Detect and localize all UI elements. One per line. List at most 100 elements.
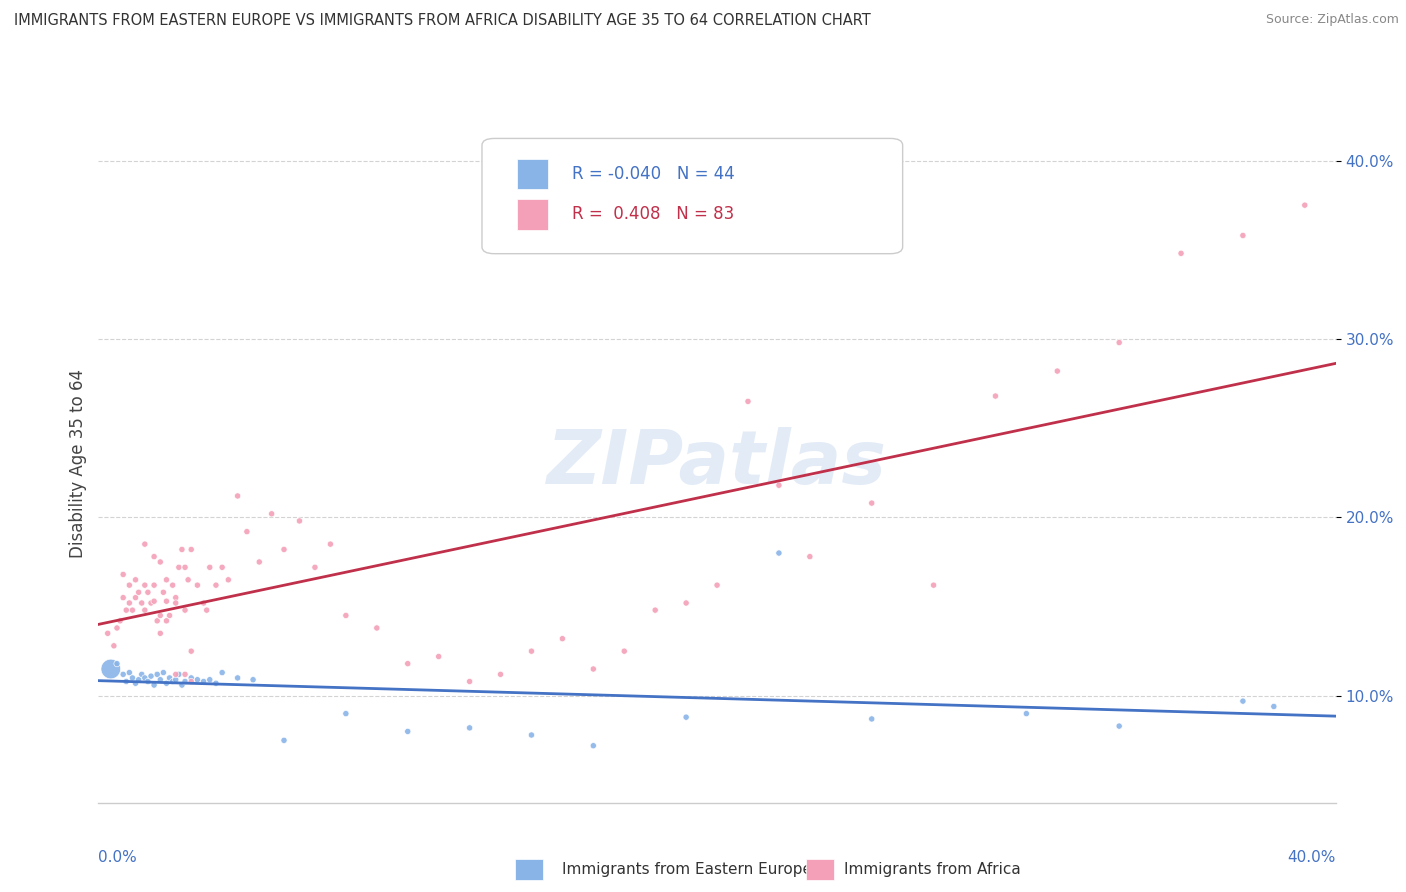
Point xyxy=(205,676,228,690)
Point xyxy=(799,549,821,564)
Point xyxy=(582,662,605,676)
Point xyxy=(143,678,166,692)
Point xyxy=(205,578,228,592)
Point xyxy=(860,712,883,726)
Point xyxy=(860,496,883,510)
Point xyxy=(551,632,574,646)
Point xyxy=(427,649,450,664)
Text: R =  0.408   N = 83: R = 0.408 N = 83 xyxy=(572,205,734,223)
FancyBboxPatch shape xyxy=(516,159,547,189)
Point xyxy=(1015,706,1038,721)
Point xyxy=(675,596,697,610)
Point xyxy=(165,591,187,605)
Point xyxy=(131,596,153,610)
Point xyxy=(128,673,150,687)
Point xyxy=(180,674,202,689)
Point xyxy=(1263,699,1285,714)
Point xyxy=(136,585,159,599)
Point xyxy=(195,603,218,617)
Point xyxy=(1046,364,1069,378)
Point xyxy=(211,560,233,574)
Point xyxy=(706,578,728,592)
Point xyxy=(162,578,184,592)
Point xyxy=(128,585,150,599)
Point xyxy=(118,665,141,680)
Point xyxy=(1232,694,1254,708)
Text: ZIPatlas: ZIPatlas xyxy=(547,427,887,500)
Point xyxy=(984,389,1007,403)
Point xyxy=(167,667,190,681)
Point xyxy=(174,674,197,689)
Point xyxy=(115,603,138,617)
Point xyxy=(149,555,172,569)
Point xyxy=(1108,335,1130,350)
Point xyxy=(1232,228,1254,243)
Text: Immigrants from Africa: Immigrants from Africa xyxy=(844,863,1021,877)
Point xyxy=(108,614,131,628)
Point xyxy=(768,478,790,492)
Point xyxy=(152,585,174,599)
Point xyxy=(112,591,135,605)
Point xyxy=(489,667,512,681)
Y-axis label: Disability Age 35 to 64: Disability Age 35 to 64 xyxy=(69,369,87,558)
Point xyxy=(97,626,120,640)
Point xyxy=(217,573,239,587)
Point xyxy=(146,614,169,628)
Point xyxy=(319,537,342,551)
Point xyxy=(165,596,187,610)
Point xyxy=(288,514,311,528)
Point xyxy=(458,721,481,735)
Point xyxy=(124,676,146,690)
Point xyxy=(152,665,174,680)
Point xyxy=(159,671,181,685)
Point xyxy=(768,546,790,560)
Point xyxy=(134,603,156,617)
Point xyxy=(165,673,187,687)
Point xyxy=(193,674,215,689)
Point xyxy=(186,578,208,592)
Text: Source: ZipAtlas.com: Source: ZipAtlas.com xyxy=(1265,13,1399,27)
Point xyxy=(260,507,283,521)
Point xyxy=(177,573,200,587)
Point xyxy=(146,667,169,681)
Point xyxy=(124,591,146,605)
Point xyxy=(105,657,128,671)
Point xyxy=(520,644,543,658)
Point xyxy=(193,596,215,610)
Point xyxy=(134,671,156,685)
Point xyxy=(100,662,122,676)
Point xyxy=(1170,246,1192,260)
Point xyxy=(226,489,249,503)
Point xyxy=(582,739,605,753)
Point xyxy=(180,542,202,557)
Point xyxy=(1294,198,1316,212)
Point xyxy=(143,578,166,592)
Point xyxy=(198,560,221,574)
Point xyxy=(165,667,187,681)
Point xyxy=(304,560,326,574)
Point xyxy=(396,724,419,739)
Point xyxy=(115,674,138,689)
Text: 40.0%: 40.0% xyxy=(1288,850,1336,865)
Point xyxy=(174,603,197,617)
Point xyxy=(118,578,141,592)
Point xyxy=(121,603,143,617)
Point xyxy=(335,706,357,721)
Point xyxy=(149,673,172,687)
Point xyxy=(139,669,162,683)
Point xyxy=(121,671,143,685)
Point xyxy=(174,667,197,681)
Point xyxy=(136,674,159,689)
Point xyxy=(273,733,295,747)
Point xyxy=(139,596,162,610)
Point xyxy=(520,728,543,742)
Point xyxy=(155,614,177,628)
Text: 0.0%: 0.0% xyxy=(98,850,138,865)
Point xyxy=(162,674,184,689)
Point xyxy=(134,537,156,551)
Point xyxy=(134,578,156,592)
Point xyxy=(366,621,388,635)
Point xyxy=(1108,719,1130,733)
Point xyxy=(103,639,125,653)
Point xyxy=(247,555,270,569)
